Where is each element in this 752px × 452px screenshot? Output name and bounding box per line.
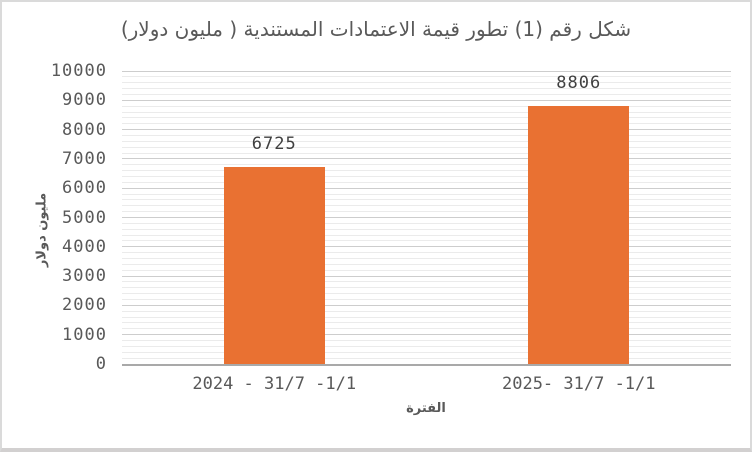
minor-gridline (122, 105, 731, 107)
minor-gridline (122, 328, 731, 330)
minor-gridline (122, 299, 731, 301)
minor-gridline (122, 88, 731, 90)
y-tick-label: 5000 (62, 207, 107, 228)
minor-gridline (122, 340, 731, 342)
x-axis-labels: 2024 - 31/7 -1/1 2025- 31/7 -1/1 (122, 372, 731, 396)
minor-gridline (122, 205, 731, 207)
minor-gridline (122, 117, 731, 119)
major-gridline (122, 158, 731, 160)
plot-area: 6725 8806 (122, 70, 731, 366)
bar (528, 105, 630, 364)
minor-gridline (122, 351, 731, 353)
major-gridline (122, 334, 731, 336)
minor-gridline (122, 193, 731, 195)
minor-gridline (122, 152, 731, 154)
bar (223, 166, 325, 364)
chart-title: شكل رقم (1) تطور قيمة الاعتمادات المستند… (120, 17, 632, 41)
minor-gridline (122, 82, 731, 84)
major-gridline (122, 70, 731, 72)
minor-gridline (122, 146, 731, 148)
y-tick-label: 8000 (62, 119, 107, 140)
minor-gridline (122, 111, 731, 113)
minor-gridline (122, 263, 731, 265)
y-tick-label: 7000 (62, 148, 107, 169)
minor-gridline (122, 316, 731, 318)
minor-gridline (122, 164, 731, 166)
minor-gridline (122, 357, 731, 359)
minor-gridline (122, 287, 731, 289)
y-tick-label: 10000 (50, 61, 107, 81)
x-category-label: 2025- 31/7 -1/1 (501, 374, 656, 394)
minor-gridline (122, 293, 731, 295)
minor-gridline (122, 93, 731, 95)
minor-gridline (122, 199, 731, 201)
major-gridline (122, 217, 731, 218)
major-gridline (122, 99, 731, 101)
minor-gridline (122, 310, 731, 312)
y-tick-label: 0 (95, 354, 107, 374)
y-tick-label: 3000 (62, 266, 107, 287)
minor-gridline (122, 281, 731, 283)
minor-gridline (122, 140, 731, 142)
minor-gridline (122, 123, 731, 125)
minor-gridline (122, 222, 731, 224)
major-gridline (122, 187, 731, 189)
y-tick-label: 2000 (62, 295, 107, 316)
y-axis-ticks: 0 1000 2000 3000 4000 5000 6000 7000 8000 9000 100… (2, 61, 107, 374)
minor-gridline (122, 322, 731, 324)
major-gridline (122, 246, 731, 248)
minor-gridline (122, 76, 731, 78)
minor-gridline (122, 134, 731, 136)
minor-gridline (122, 240, 731, 242)
y-tick-label: 4000 (62, 236, 107, 257)
bar-data-label: 8806 (556, 72, 602, 93)
x-axis-title: الفترة (406, 401, 446, 416)
major-gridline (122, 129, 731, 131)
minor-gridline (122, 234, 731, 236)
y-tick-label: 9000 (62, 90, 107, 111)
x-category-label: 2024 - 31/7 -1/1 (192, 374, 357, 394)
major-gridline (122, 304, 731, 306)
minor-gridline (122, 211, 731, 213)
minor-gridline (122, 181, 731, 183)
minor-gridline (122, 170, 731, 172)
minor-gridline (122, 175, 731, 177)
minor-gridline (122, 252, 731, 254)
minor-gridline (122, 258, 731, 260)
y-tick-label: 1000 (62, 324, 107, 345)
y-tick-label: 6000 (62, 178, 107, 199)
bar-data-label: 6725 (251, 133, 297, 154)
minor-gridline (122, 345, 731, 347)
minor-gridline (122, 269, 731, 271)
minor-gridline (122, 228, 731, 230)
major-gridline (122, 275, 731, 277)
